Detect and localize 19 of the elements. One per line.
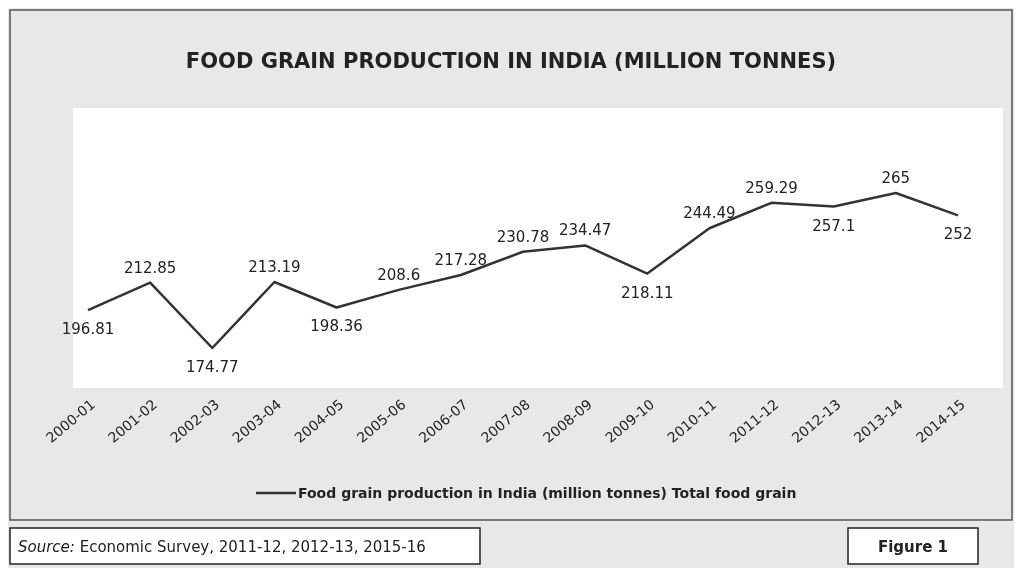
legend-label: Food grain production in India (million tonnes) Total food grain bbox=[298, 485, 797, 501]
data-label: 213.19 bbox=[248, 258, 301, 276]
data-label: 265 bbox=[881, 169, 911, 187]
data-label: 252 bbox=[943, 225, 973, 244]
data-label: 198.36 bbox=[310, 317, 363, 336]
data-label: 259.29 bbox=[745, 178, 798, 197]
data-label: 234.47 bbox=[558, 221, 612, 240]
data-label: 257.1 bbox=[812, 216, 856, 235]
data-label: 208.6 bbox=[377, 265, 421, 284]
data-label: 230.78 bbox=[496, 227, 550, 246]
source-note: Source: Economic Survey, 2011-12, 2012-13, 2015-16 bbox=[18, 538, 426, 556]
data-label: 244.49 bbox=[683, 204, 736, 223]
data-label: 174.77 bbox=[186, 358, 239, 376]
data-label: 196.81 bbox=[61, 320, 115, 339]
chart-title: FOOD GRAIN PRODUCTION IN INDIA (MILLION TONNES) bbox=[185, 49, 837, 73]
data-label: 218.11 bbox=[621, 283, 674, 302]
caption: Figure 1 bbox=[877, 538, 949, 556]
data-label: 217.28 bbox=[434, 250, 488, 269]
data-label: 212.85 bbox=[123, 258, 177, 277]
